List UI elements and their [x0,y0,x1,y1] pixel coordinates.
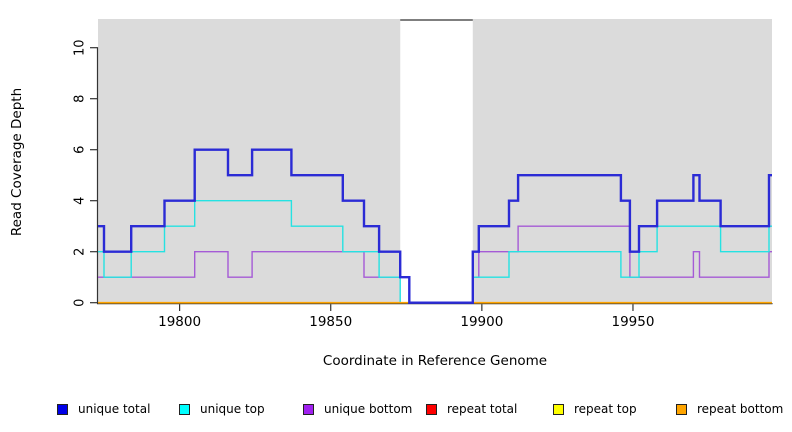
legend-swatch [57,403,68,415]
series-line-unique-top [98,200,772,304]
legend-swatch [179,403,190,415]
legend-item-label: unique total [78,402,151,416]
x-tick-label: 19900 [460,314,503,330]
legend-item-label: unique top [200,402,265,416]
y-tick-label: 8 [73,95,88,103]
x-axis-title: Coordinate in Reference Genome [322,353,548,369]
legend-swatch [426,403,437,415]
y-tick-label: 10 [73,39,88,56]
legend-item-repeat-top: repeat top [553,401,637,417]
legend-item-unique-total: unique total [57,401,150,417]
legend-swatch [676,403,687,415]
y-tick-label: 0 [73,299,88,307]
x-tick-label: 19800 [158,314,201,330]
y-tick-label: 4 [73,197,88,205]
y-tick-label: 2 [73,248,88,256]
legend-item-label: repeat bottom [697,402,784,416]
legend-item-repeat-total: repeat total [426,401,517,417]
legend-item-label: repeat top [574,402,637,416]
legend-swatch [303,403,314,415]
uncovered-gap-region [400,21,473,303]
chart-legend: unique total unique top unique bottom re… [0,401,792,421]
legend-item-label: unique bottom [324,402,413,416]
legend-item-unique-bottom: unique bottom [303,401,412,417]
legend-item-unique-top: unique top [179,401,265,417]
legend-swatch [553,403,564,415]
x-tick-label: 19950 [611,314,654,330]
legend-item-repeat-bottom: repeat bottom [676,401,783,417]
y-axis-title: Read Coverage Depth [9,87,25,237]
y-tick-label: 6 [73,146,88,154]
legend-item-label: repeat total [447,402,518,416]
x-tick-label: 19850 [309,314,352,330]
series-line-unique-total [98,148,772,304]
